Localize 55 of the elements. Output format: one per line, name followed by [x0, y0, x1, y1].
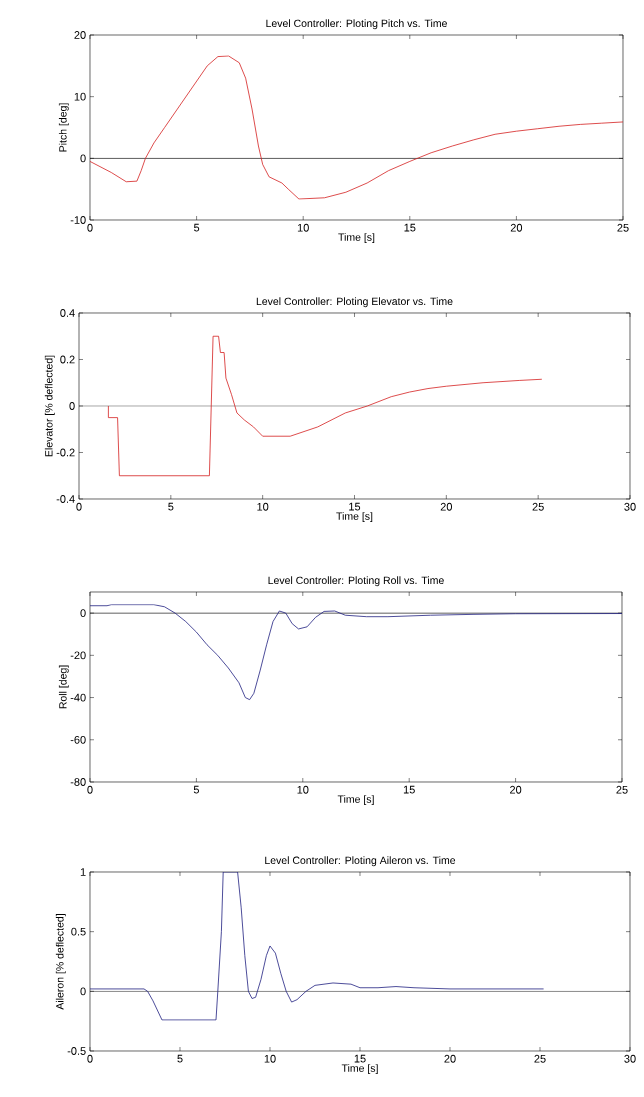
y-tick-label: -0.2	[56, 448, 75, 457]
y-tick-label: 0	[69, 402, 75, 410]
x-tick-label: 25	[616, 785, 628, 794]
y-tick-label: 0.4	[60, 309, 75, 317]
y-tick-label: 10	[74, 92, 86, 101]
x-axis-title: Time [s]	[338, 233, 375, 243]
chart-title: Level Controller: Ploting Pitch vs. Time	[266, 19, 447, 30]
x-tick-label: 0	[87, 1054, 93, 1063]
y-tick-label: 1	[80, 868, 86, 876]
x-tick-label: 10	[264, 1054, 276, 1063]
chart-title: Level Controller: Ploting Roll vs. Time	[268, 576, 444, 587]
y-axis-title: Elevator [% deflected]	[44, 355, 55, 457]
x-tick-label: 10	[257, 502, 269, 511]
x-tick-label: 20	[510, 223, 523, 232]
chart-title: Level Controller: Ploting Elevator vs. Time	[256, 297, 453, 308]
y-axis-title: Roll [deg]	[58, 665, 69, 709]
y-tick-label: 0.2	[60, 355, 75, 364]
x-tick-label: 20	[444, 1054, 456, 1063]
x-tick-label: 5	[168, 502, 174, 511]
y-axis-title: Aileron [% deflected]	[55, 914, 66, 1010]
y-tick-label: -0.4	[56, 495, 75, 503]
x-tick-label: 30	[624, 502, 636, 511]
x-tick-label: 25	[532, 502, 544, 511]
x-tick-label: 15	[349, 502, 361, 511]
x-tick-label: 0	[87, 223, 93, 232]
x-tick-label: 25	[617, 223, 629, 232]
chart-title: Level Controller: Ploting Aileron vs. Time	[265, 856, 456, 867]
y-tick-label: 0	[80, 987, 86, 996]
y-axis-title: Pitch [deg]	[58, 103, 69, 152]
y-tick-label: 20	[74, 31, 86, 39]
x-tick-label: 0	[87, 785, 93, 794]
x-tick-label: 25	[534, 1054, 546, 1063]
x-tick-label: 10	[297, 223, 309, 232]
x-tick-label: 5	[177, 1054, 183, 1063]
y-tick-label: -10	[70, 216, 86, 224]
x-axis-title: Time [s]	[341, 1064, 378, 1074]
x-tick-label: 5	[193, 223, 200, 232]
x-tick-label: 5	[193, 785, 199, 794]
x-tick-label: 15	[354, 1054, 366, 1063]
y-tick-label: -60	[70, 735, 86, 744]
x-axis-title: Time [s]	[337, 795, 374, 805]
y-tick-label: -80	[70, 778, 86, 786]
y-tick-label: -0.5	[67, 1047, 86, 1055]
y-tick-label: 0.5	[71, 927, 86, 936]
x-tick-label: 15	[404, 223, 416, 232]
x-tick-label: 15	[403, 785, 415, 794]
x-axis-title: Time [s]	[336, 512, 373, 522]
x-tick-label: 10	[297, 785, 309, 794]
x-tick-label: 20	[510, 785, 522, 794]
y-tick-label: -20	[70, 651, 86, 660]
y-tick-label: 0	[80, 154, 86, 163]
x-tick-label: 30	[624, 1054, 636, 1063]
x-tick-label: 20	[440, 502, 452, 511]
y-tick-label: -40	[70, 693, 86, 702]
y-tick-label: 0	[80, 609, 86, 617]
